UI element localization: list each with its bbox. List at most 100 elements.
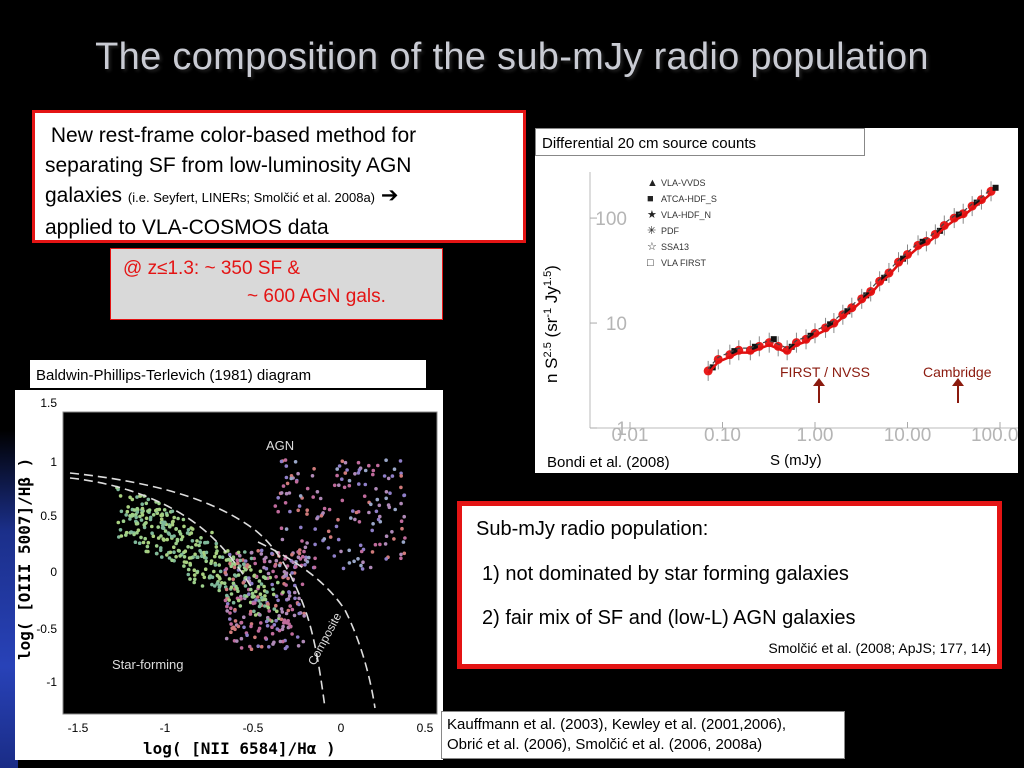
galaxy-point: [302, 549, 306, 554]
bpt-diagram: AGN Star-forming Composite -1.5 -1 -0.5 0 0.…: [15, 390, 443, 760]
galaxy-point: [376, 517, 381, 522]
galaxy-point: [139, 535, 143, 540]
counts-x-tick: 0.10: [704, 425, 741, 446]
galaxy-point: [271, 587, 275, 592]
galaxy-point: [250, 591, 255, 596]
galaxy-point: [347, 483, 352, 488]
galaxy-point: [144, 501, 149, 506]
galaxy-point: [134, 515, 138, 520]
galaxy-point: [138, 494, 142, 498]
galaxy-point: [200, 554, 204, 558]
galaxy-point: [119, 534, 124, 538]
summary-reference: Smolčić et al. (2008; ApJS; 177, 14): [768, 640, 991, 656]
galaxy-point: [288, 604, 293, 608]
galaxy-point: [140, 502, 144, 506]
summary-box: Sub-mJy radio population: 1) not dominat…: [457, 501, 1002, 669]
galaxy-point: [195, 570, 199, 575]
galaxy-point: [195, 555, 199, 559]
galaxy-point: [340, 477, 344, 481]
galaxy-point: [359, 549, 364, 554]
galaxy-point: [130, 497, 135, 502]
galaxy-point: [319, 514, 324, 518]
galaxy-point: [293, 460, 298, 464]
galaxy-point: [229, 630, 233, 634]
bpt-x-tick: 0: [338, 721, 345, 735]
galaxy-point: [302, 614, 307, 618]
legend-entry: PDF: [661, 226, 680, 236]
galaxy-point: [359, 563, 363, 568]
galaxy-point: [159, 513, 163, 518]
galaxy-point: [347, 478, 352, 483]
method-line-1: New rest-frame color-based method for: [50, 124, 417, 147]
galaxy-point: [243, 559, 248, 563]
galaxy-point: [265, 624, 270, 628]
galaxy-point: [266, 602, 270, 606]
galaxy-point: [386, 476, 391, 481]
galaxy-point: [289, 474, 294, 478]
galaxy-point: [264, 566, 269, 571]
galaxy-point: [258, 602, 263, 606]
galaxy-point: [250, 595, 255, 599]
galaxy-point: [214, 545, 219, 549]
galaxy-point: [146, 497, 151, 502]
galaxy-point: [161, 537, 166, 541]
galaxy-point: [151, 513, 156, 517]
survey-point: [807, 332, 814, 339]
galaxy-point: [340, 459, 345, 463]
galaxy-point: [399, 501, 403, 506]
galaxy-point: [280, 627, 285, 632]
galaxy-point: [143, 536, 147, 541]
galaxy-point: [225, 609, 229, 613]
survey-point: [881, 274, 888, 281]
galaxy-point: [272, 607, 277, 611]
galaxy-point: [295, 635, 300, 639]
galaxy-point: [141, 540, 146, 545]
galaxy-point: [305, 541, 309, 545]
galaxy-point: [290, 607, 295, 612]
galaxy-point: [339, 549, 343, 554]
cambridge-marker: [952, 378, 964, 403]
galaxy-point: [297, 611, 302, 616]
galaxy-point: [204, 559, 208, 564]
galaxy-point: [322, 537, 327, 541]
galaxy-point: [382, 474, 387, 478]
galaxy-point: [138, 514, 142, 519]
counts-x-tick: 1.00: [797, 425, 834, 446]
survey-point: [827, 321, 834, 328]
galaxy-point: [170, 520, 175, 524]
galaxy-point: [281, 624, 285, 629]
galaxy-point: [332, 554, 337, 558]
galaxy-point: [233, 607, 237, 612]
galaxy-point: [236, 624, 241, 629]
galaxy-point: [279, 491, 284, 495]
legend-entry: VLA-HDF_N: [661, 210, 711, 220]
galaxy-point: [378, 514, 382, 519]
galaxy-point: [282, 618, 287, 622]
galaxy-point: [337, 483, 341, 487]
galaxy-point: [140, 506, 145, 511]
galaxy-point: [225, 593, 229, 598]
galaxy-point: [284, 583, 288, 587]
method-line-4: applied to VLA-COSMOS data: [45, 216, 329, 239]
galaxy-point: [336, 537, 341, 542]
galaxy-point: [284, 464, 289, 468]
galaxy-point: [270, 625, 274, 629]
galaxy-point: [257, 626, 262, 631]
galaxy-point: [284, 527, 289, 531]
galaxy-point: [186, 567, 191, 572]
galaxy-point: [248, 644, 252, 649]
galaxy-point: [296, 471, 300, 476]
galaxy-point: [305, 560, 310, 564]
galaxy-point: [290, 552, 294, 557]
galaxy-point: [258, 592, 263, 596]
galaxy-point: [212, 569, 216, 574]
galaxy-point: [281, 590, 285, 594]
galaxy-point: [399, 519, 404, 523]
galaxy-point: [274, 618, 278, 623]
galaxy-point: [367, 510, 371, 515]
galaxy-point: [383, 542, 388, 546]
galaxy-point: [229, 606, 233, 610]
galaxy-point: [218, 555, 222, 559]
galaxy-point: [118, 528, 123, 532]
bpt-y-tick: -1: [46, 675, 57, 689]
